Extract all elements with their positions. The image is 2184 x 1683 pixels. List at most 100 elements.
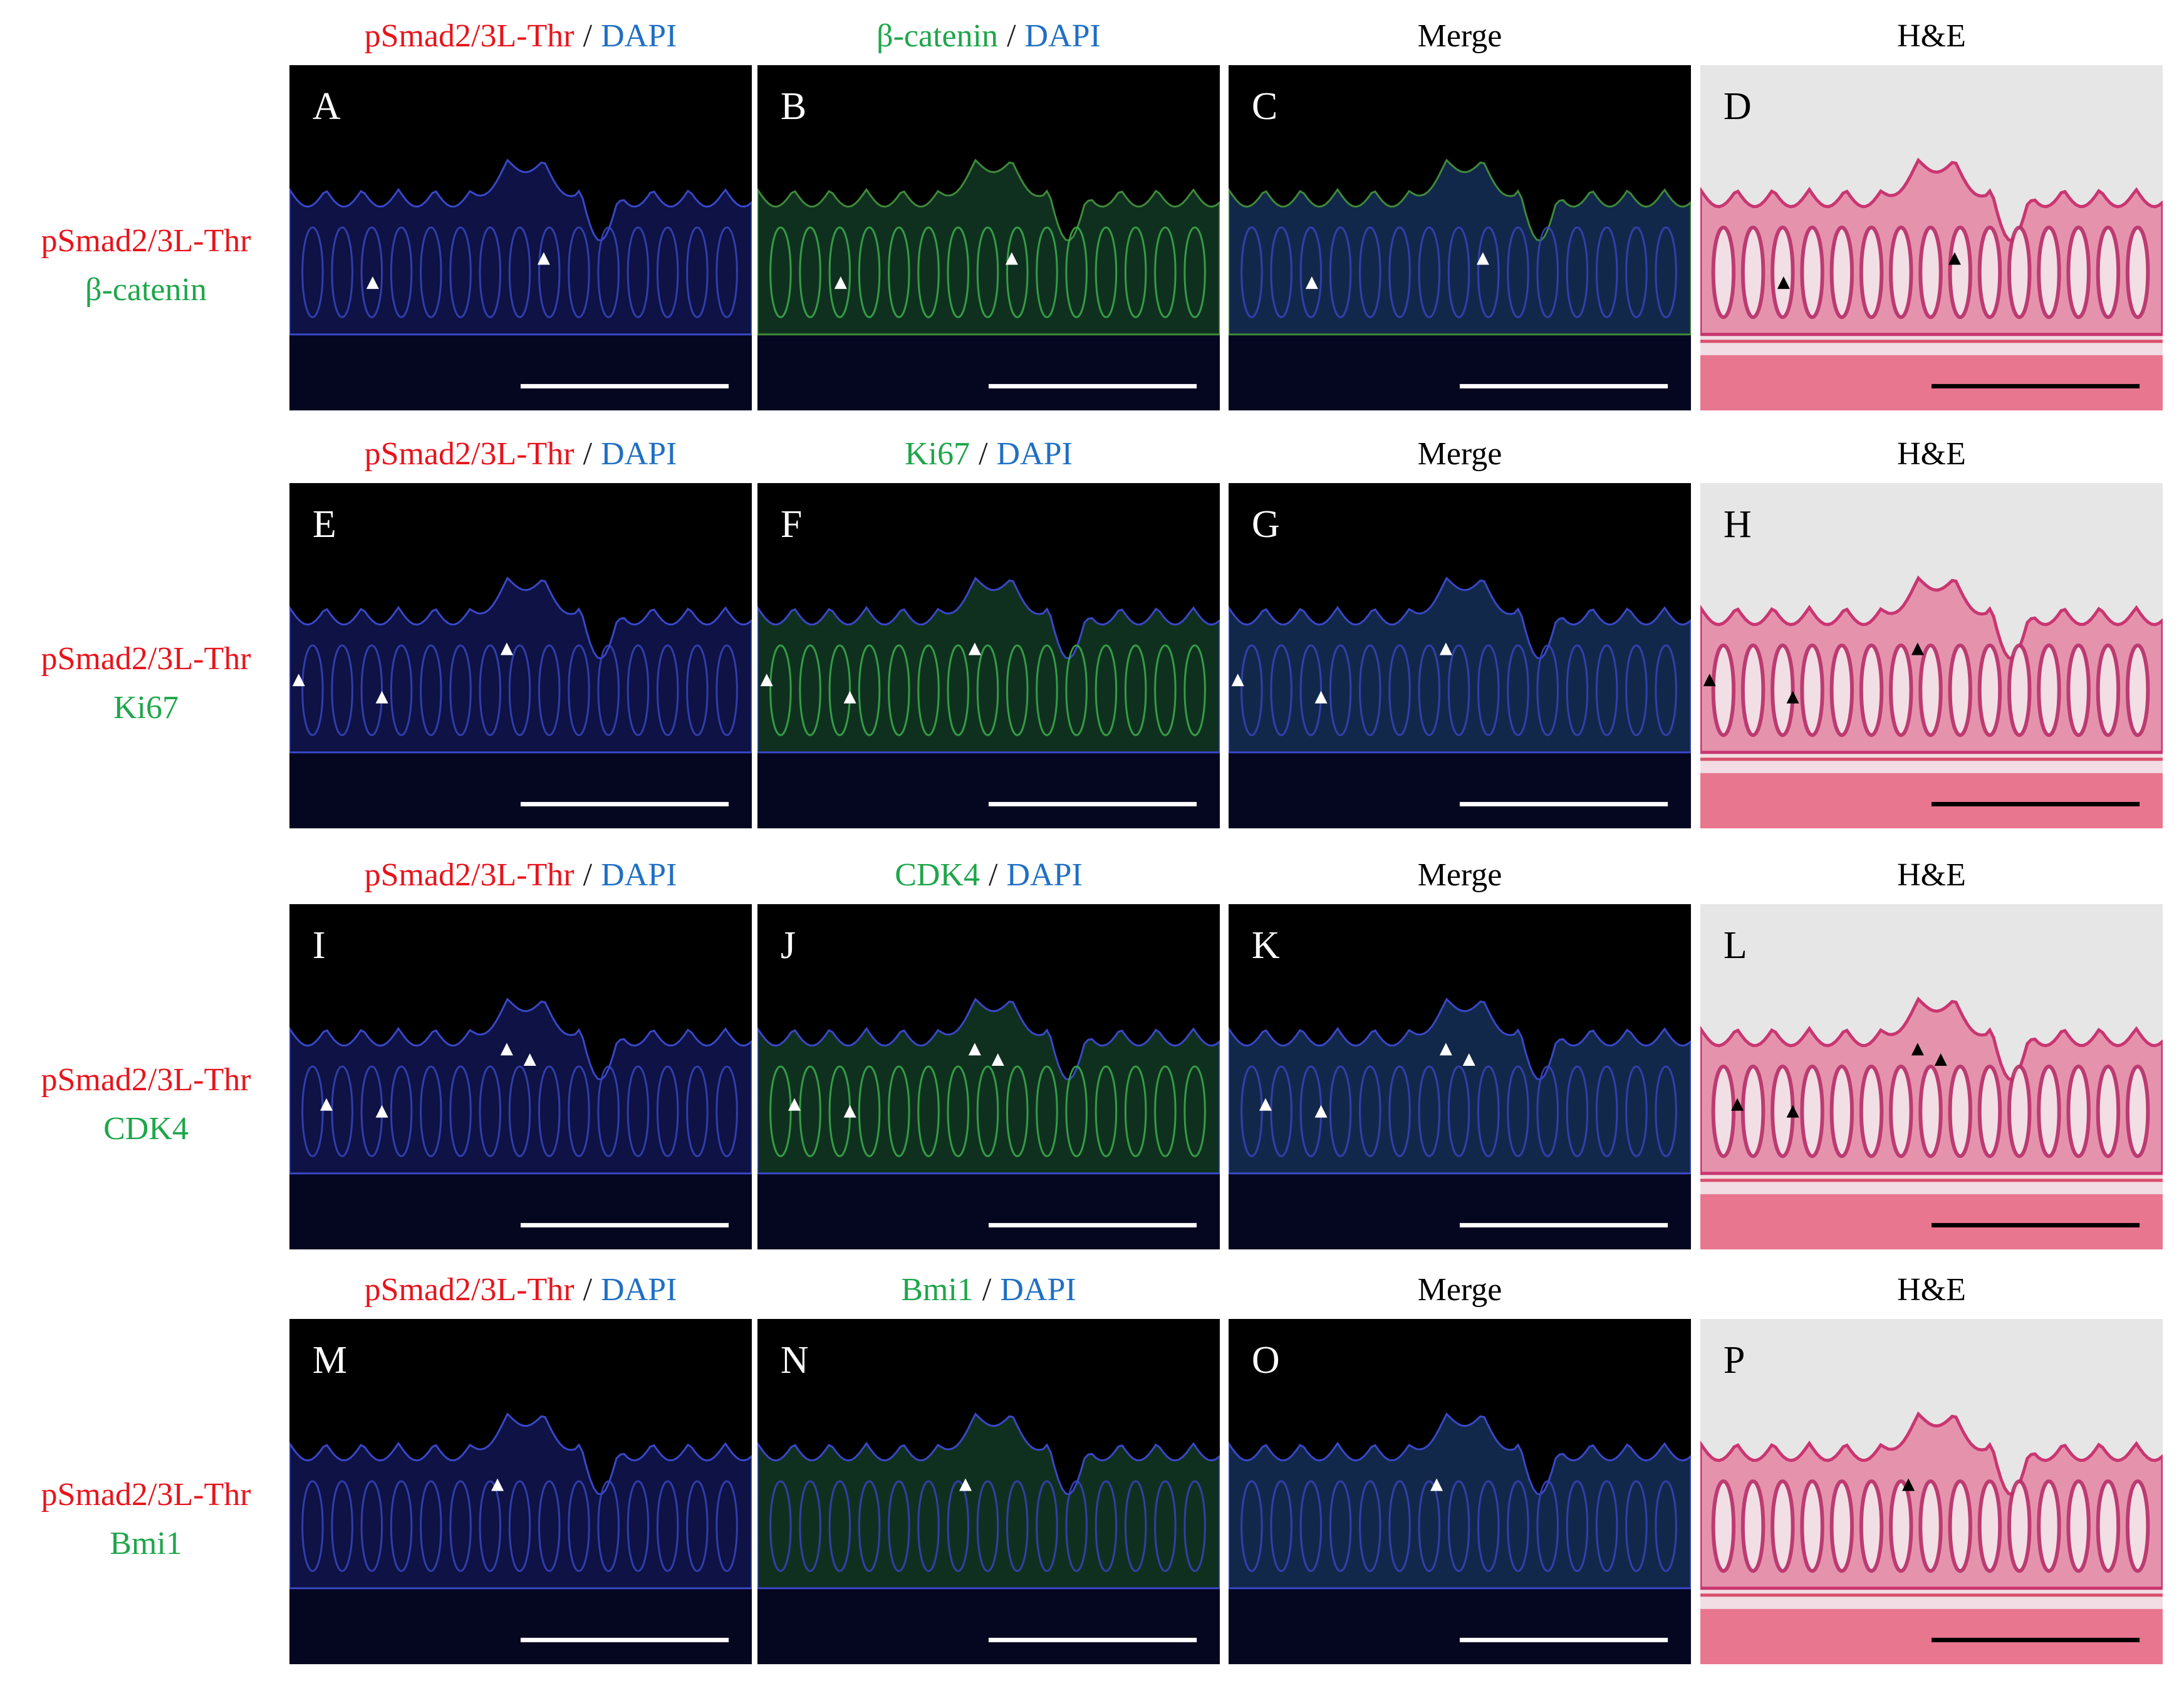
crypt bbox=[1977, 1479, 2002, 1573]
crypt bbox=[390, 1065, 413, 1157]
crypt bbox=[1270, 1065, 1292, 1157]
crypt bbox=[1447, 226, 1470, 318]
panel-letter: P bbox=[1724, 1339, 1745, 1382]
crypt bbox=[1183, 644, 1206, 736]
crypt bbox=[538, 644, 561, 736]
crypt bbox=[1036, 644, 1058, 736]
header-part: DAPI bbox=[601, 436, 677, 472]
crypt bbox=[2125, 643, 2150, 737]
crypt bbox=[2066, 1479, 2091, 1573]
crypt bbox=[301, 226, 324, 318]
crypt bbox=[1240, 1065, 1263, 1157]
crypt bbox=[858, 1065, 881, 1157]
crypt bbox=[1036, 1480, 1058, 1572]
crypt bbox=[1536, 1480, 1559, 1572]
tissue bbox=[757, 1412, 1220, 1590]
crypt bbox=[1065, 226, 1088, 318]
image-panel: D bbox=[1700, 65, 2163, 410]
arrowhead bbox=[1902, 1478, 1915, 1491]
image-panel: G bbox=[1229, 483, 1691, 828]
crypt bbox=[2007, 225, 2032, 320]
crypt bbox=[828, 644, 851, 736]
crypt bbox=[1655, 1065, 1677, 1157]
crypt bbox=[1036, 226, 1058, 318]
header-part: β-catenin bbox=[876, 18, 998, 54]
crypt bbox=[1889, 643, 1913, 737]
crypt bbox=[479, 1065, 502, 1157]
crypt bbox=[568, 644, 590, 736]
crypt bbox=[1948, 1064, 1972, 1159]
crypt bbox=[479, 1480, 502, 1572]
crypt bbox=[1388, 1480, 1411, 1572]
image-panel: K bbox=[1229, 904, 1691, 1249]
crypt bbox=[1388, 1065, 1411, 1157]
crypt bbox=[1388, 644, 1411, 736]
deep-layer bbox=[1229, 1173, 1691, 1249]
header-part: DAPI bbox=[1000, 1272, 1076, 1308]
row-label: Bmi1 bbox=[110, 1526, 182, 1561]
crypt bbox=[1359, 226, 1381, 318]
crypt bbox=[1711, 225, 1736, 320]
crypt bbox=[1859, 643, 1884, 737]
arrowhead bbox=[1259, 1098, 1272, 1111]
crypt bbox=[799, 1480, 821, 1572]
tissue bbox=[757, 998, 1220, 1175]
image-panel: O bbox=[1229, 1319, 1691, 1664]
crypt bbox=[1095, 226, 1118, 318]
crypt bbox=[1154, 644, 1177, 736]
crypt bbox=[1800, 225, 1824, 320]
column-header: Merge bbox=[1418, 436, 1502, 472]
arrowhead bbox=[1005, 252, 1018, 265]
image-panel: M bbox=[289, 1319, 752, 1664]
crypt bbox=[686, 226, 709, 318]
arrowhead bbox=[500, 642, 513, 655]
deep-layer bbox=[289, 752, 752, 828]
tissue bbox=[289, 998, 752, 1175]
crypt bbox=[1124, 644, 1147, 736]
crypt bbox=[1625, 226, 1648, 318]
crypt bbox=[2066, 225, 2091, 320]
arrowhead bbox=[760, 674, 773, 687]
crypt bbox=[1889, 225, 1913, 320]
crypt bbox=[1329, 644, 1352, 736]
tissue bbox=[289, 159, 752, 336]
crypt bbox=[1359, 644, 1381, 736]
crypt bbox=[686, 1480, 709, 1572]
crypt bbox=[508, 1480, 531, 1572]
tissue bbox=[1229, 576, 1691, 754]
arrowhead bbox=[320, 1098, 333, 1111]
crypt bbox=[1918, 1479, 1943, 1573]
crypt bbox=[538, 226, 561, 318]
crypt bbox=[1418, 644, 1441, 736]
crypt bbox=[917, 1480, 940, 1572]
crypt bbox=[1270, 226, 1292, 318]
crypt bbox=[1240, 644, 1263, 736]
crypt bbox=[479, 644, 502, 736]
crypt bbox=[1566, 1480, 1589, 1572]
crypt bbox=[538, 1065, 561, 1157]
deep-layer bbox=[1229, 334, 1691, 410]
arrowhead bbox=[1934, 1053, 1947, 1066]
crypt bbox=[1889, 1064, 1913, 1159]
tissue bbox=[289, 1412, 752, 1590]
header-part: DAPI bbox=[601, 18, 677, 54]
arrowhead bbox=[1314, 690, 1328, 704]
crypt bbox=[390, 644, 413, 736]
crypt bbox=[888, 226, 910, 318]
crypt bbox=[1006, 226, 1029, 318]
crypt bbox=[2096, 225, 2121, 320]
muscle-layer bbox=[1700, 355, 2163, 410]
crypt bbox=[1240, 226, 1263, 318]
crypt bbox=[976, 1480, 999, 1572]
crypt bbox=[2066, 643, 2091, 737]
crypt bbox=[1948, 1479, 1972, 1573]
crypt bbox=[1655, 226, 1677, 318]
crypt bbox=[858, 226, 881, 318]
header-part: DAPI bbox=[601, 1272, 677, 1308]
crypt bbox=[1566, 226, 1589, 318]
header-part: pSmad2/3L-Thr bbox=[365, 1272, 575, 1308]
row-label: pSmad2/3L-Thr bbox=[41, 1477, 251, 1513]
arrowhead bbox=[959, 1478, 972, 1491]
header-part: pSmad2/3L-Thr bbox=[365, 436, 575, 472]
